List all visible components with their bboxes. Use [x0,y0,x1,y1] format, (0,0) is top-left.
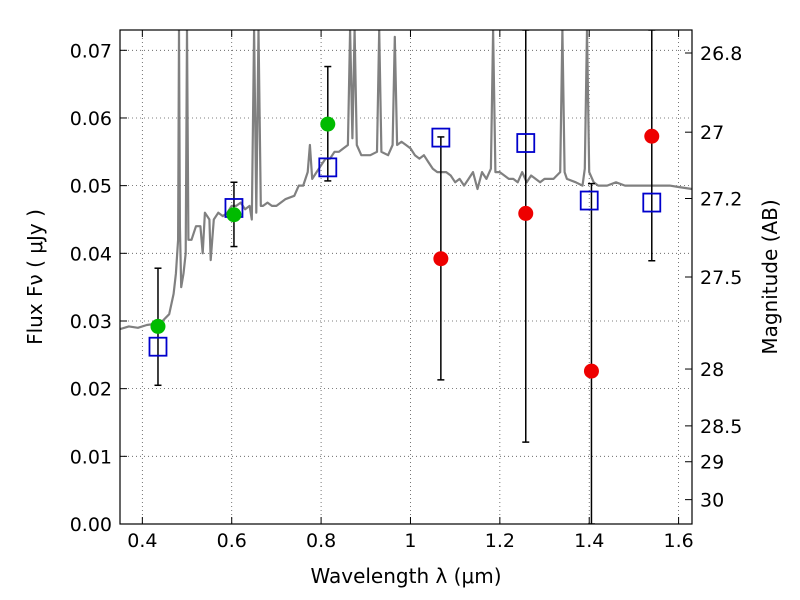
y-tick-label: 0.03 [70,311,112,333]
right-tick-label: 27.2 [700,189,742,211]
model-square [148,336,168,357]
y-tick-label: 0.02 [70,379,112,401]
x-tick-label: 1.4 [574,530,604,552]
x-tick-label: 1.6 [663,530,693,552]
x-axis-label: Wavelength λ (μm) [310,564,501,588]
right-tick-label: 28 [700,359,724,381]
y-tick-label: 0.04 [70,243,112,265]
model-square [318,157,338,178]
y-tick-label: 0.06 [70,108,112,130]
detection-point [226,207,242,223]
x-tick-label: 1.2 [485,530,515,552]
detection-point [150,318,166,334]
x-tick-label: 1 [404,530,416,552]
non-detection-point [518,205,534,221]
y-axis-label: Flux Fν ( μJy ) [23,209,47,345]
y-tick-label: 0.05 [70,176,112,198]
detection-point [320,116,336,132]
x-tick-label: 0.4 [127,530,157,552]
right-tick-label: 29 [700,452,724,474]
x-tick-label: 0.6 [217,530,247,552]
right-tick-label: 27 [700,122,724,144]
y-tick-label: 0.00 [70,514,112,536]
right-tick-label: 26.8 [700,43,742,65]
non-detection-point [644,128,660,144]
y-tick-label: 0.01 [70,446,112,468]
y-tick-label: 0.07 [70,40,112,62]
non-detection-point [433,251,449,267]
axes-frame [119,29,693,525]
plot-marks [120,30,692,524]
grid [120,30,692,525]
right-tick-label: 28.5 [700,416,742,438]
ticks: 0.4 0.6 0.8 1 1.2 1.4 1.6 0.00 0.01 0.02 0.03 0.04 0… [70,30,742,552]
model-square [431,127,451,148]
model-square [516,133,536,153]
spectrum-line [120,30,692,331]
model-square [642,192,662,213]
plot-area [120,30,692,524]
right-tick-label: 27.5 [700,267,742,289]
right-tick-label: 30 [700,490,724,512]
non-detection-point [583,363,599,379]
model-square [579,190,599,211]
x-tick-label: 0.8 [306,530,336,552]
right-axis-label: Magnitude (AB) [758,199,782,354]
